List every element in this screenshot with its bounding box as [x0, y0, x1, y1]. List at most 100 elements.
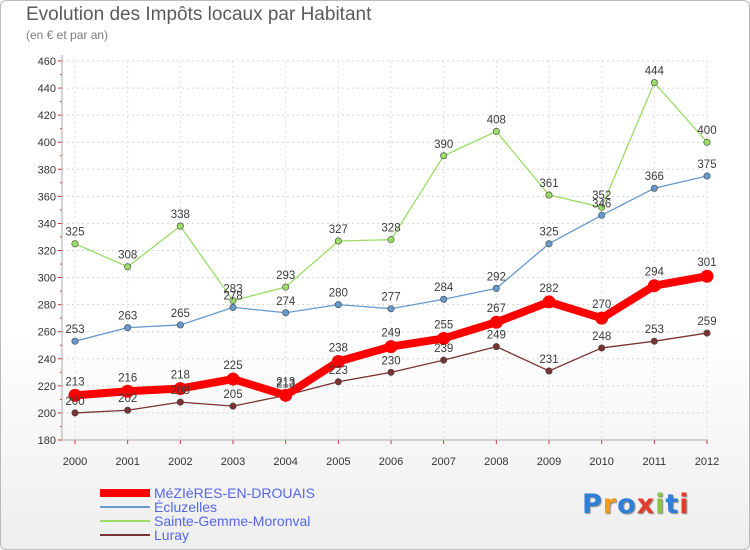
- x-tick-label: 2007: [431, 456, 455, 468]
- y-tick-label: 400: [38, 137, 56, 149]
- y-tick-label: 380: [38, 164, 56, 176]
- data-label: 444: [645, 66, 665, 78]
- data-label: 301: [697, 257, 716, 269]
- data-label: 253: [645, 324, 664, 336]
- data-label: 274: [276, 296, 296, 308]
- x-tick-label: 2011: [643, 456, 667, 468]
- x-tick-label: 2005: [326, 456, 350, 468]
- data-point: [598, 203, 606, 211]
- legend: MéZIèRES-EN-DROUAISÉcluzellesSainte-Gemm…: [100, 485, 315, 543]
- data-label: 230: [381, 355, 400, 367]
- legend-label: MéZIèRES-EN-DROUAIS: [154, 485, 315, 501]
- legend-label: Écluzelles: [154, 499, 217, 515]
- chart-title: Evolution des Impôts locaux par Habitant: [26, 4, 372, 25]
- x-tick-label: 2002: [168, 456, 192, 468]
- data-point: [437, 331, 451, 345]
- data-point: [545, 191, 553, 199]
- data-point: [598, 211, 606, 219]
- y-tick-label: 340: [38, 218, 56, 230]
- data-point: [703, 172, 711, 180]
- data-point: [440, 295, 448, 303]
- data-label: 255: [434, 319, 453, 331]
- data-point: [176, 222, 184, 230]
- data-point: [279, 388, 293, 402]
- data-label: 277: [381, 292, 400, 304]
- data-point: [647, 279, 661, 293]
- x-tick-label: 2012: [695, 456, 719, 468]
- data-point: [334, 237, 342, 245]
- data-label: 253: [65, 324, 84, 336]
- grid: [62, 60, 708, 441]
- x-tick-label: 2009: [537, 456, 561, 468]
- data-label: 308: [118, 250, 137, 262]
- data-label: 248: [592, 331, 611, 343]
- data-label: 284: [434, 282, 454, 294]
- data-point: [124, 263, 132, 271]
- y-tick-label: 300: [38, 273, 56, 285]
- data-point: [124, 406, 132, 414]
- data-label: 280: [329, 288, 348, 300]
- data-label: 223: [329, 365, 348, 377]
- data-label: 213: [276, 376, 295, 388]
- data-label: 292: [487, 271, 506, 283]
- x-tick-label: 2010: [589, 456, 613, 468]
- x-tick-label: 2008: [484, 456, 508, 468]
- data-label: 239: [434, 343, 453, 355]
- x-tick-label: 2003: [221, 456, 245, 468]
- data-point: [71, 409, 79, 417]
- x-tick-label: 2001: [115, 456, 139, 468]
- data-point: [71, 240, 79, 248]
- data-point: [334, 378, 342, 386]
- data-label: 352: [592, 190, 611, 202]
- data-label: 202: [118, 393, 137, 405]
- data-label: 265: [171, 308, 190, 320]
- data-point: [440, 152, 448, 160]
- data-point: [542, 295, 556, 309]
- data-label: 408: [487, 114, 506, 126]
- data-point: [68, 388, 82, 402]
- data-point: [226, 372, 240, 386]
- y-tick-label: 360: [38, 191, 56, 203]
- data-point: [176, 398, 184, 406]
- legend-label: Luray: [154, 527, 189, 543]
- data-point: [176, 321, 184, 329]
- data-point: [124, 324, 132, 332]
- data-label: 294: [645, 267, 665, 279]
- data-point: [121, 384, 135, 398]
- x-tick-label: 2006: [379, 456, 403, 468]
- data-point: [492, 127, 500, 135]
- data-label: 325: [65, 227, 84, 239]
- data-point: [387, 305, 395, 313]
- y-tick-label: 440: [38, 83, 56, 95]
- series-layer: [68, 79, 714, 417]
- data-label: 375: [697, 159, 716, 171]
- data-label: 216: [118, 372, 137, 384]
- data-label: 390: [434, 139, 453, 151]
- data-point: [545, 240, 553, 248]
- axes: 180 200 220 240 260 280 300 320 340 360 380 400 420 4…: [38, 55, 719, 468]
- data-point: [598, 344, 606, 352]
- data-point: [440, 356, 448, 364]
- data-label: 249: [381, 328, 400, 340]
- data-point: [703, 138, 711, 146]
- data-point: [545, 367, 553, 375]
- data-label: 263: [118, 311, 137, 323]
- data-label: 400: [697, 125, 716, 137]
- data-label: 338: [171, 209, 190, 221]
- data-label: 283: [223, 284, 242, 296]
- x-tick-label: 2004: [273, 456, 297, 468]
- data-point: [229, 297, 237, 305]
- data-label: 225: [223, 360, 242, 372]
- data-point: [650, 184, 658, 192]
- data-label: 205: [223, 389, 242, 401]
- data-point: [595, 311, 609, 325]
- data-label: 231: [539, 354, 558, 366]
- data-point: [650, 79, 658, 87]
- data-point: [387, 236, 395, 244]
- data-point: [334, 301, 342, 309]
- data-label: 366: [645, 171, 664, 183]
- y-tick-label: 420: [38, 110, 56, 122]
- data-point: [229, 402, 237, 410]
- data-label: 249: [487, 330, 506, 342]
- data-label: 327: [329, 224, 348, 236]
